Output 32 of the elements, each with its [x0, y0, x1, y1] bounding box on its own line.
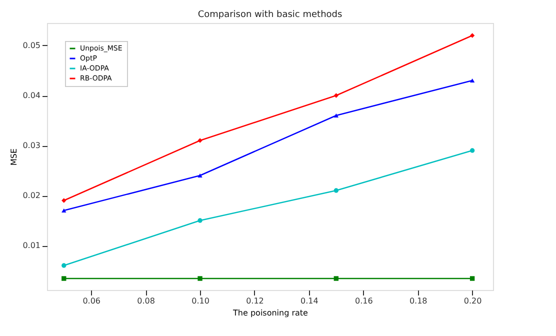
y-tick-label: 0.04	[22, 91, 40, 100]
point	[470, 33, 475, 38]
point	[334, 276, 339, 281]
x-tick-label: 0.06	[82, 296, 101, 306]
y-tick-label: 0.03	[22, 141, 40, 150]
point	[470, 78, 475, 83]
x-tick-label: 0.14	[300, 296, 318, 306]
point	[62, 198, 66, 203]
point	[198, 276, 202, 281]
point	[62, 208, 66, 213]
point	[470, 276, 475, 281]
x-tick-label: 0.18	[409, 296, 428, 306]
point	[198, 173, 202, 178]
x-tick-label: 0.08	[137, 296, 155, 306]
y-tick-label: 0.02	[22, 191, 40, 200]
y-tick-label: 0.01	[22, 241, 40, 250]
point	[334, 93, 339, 98]
point	[334, 113, 339, 118]
x-axis-title: The poisoning rate	[232, 308, 308, 318]
point	[198, 138, 202, 143]
x-tick-label: 0.20	[464, 296, 482, 306]
chart-title: Comparison with basic methods	[198, 10, 342, 20]
point	[470, 148, 475, 153]
point	[62, 276, 66, 281]
point	[198, 218, 202, 223]
point	[334, 188, 339, 193]
x-tick-label: 0.10	[192, 296, 210, 306]
x-tick-label: 0.16	[354, 296, 373, 306]
y-tick-label: 0.05	[22, 41, 40, 50]
x-tick-label: 0.12	[246, 296, 264, 306]
point	[62, 263, 66, 268]
y-axis-title: MSE	[10, 148, 19, 166]
